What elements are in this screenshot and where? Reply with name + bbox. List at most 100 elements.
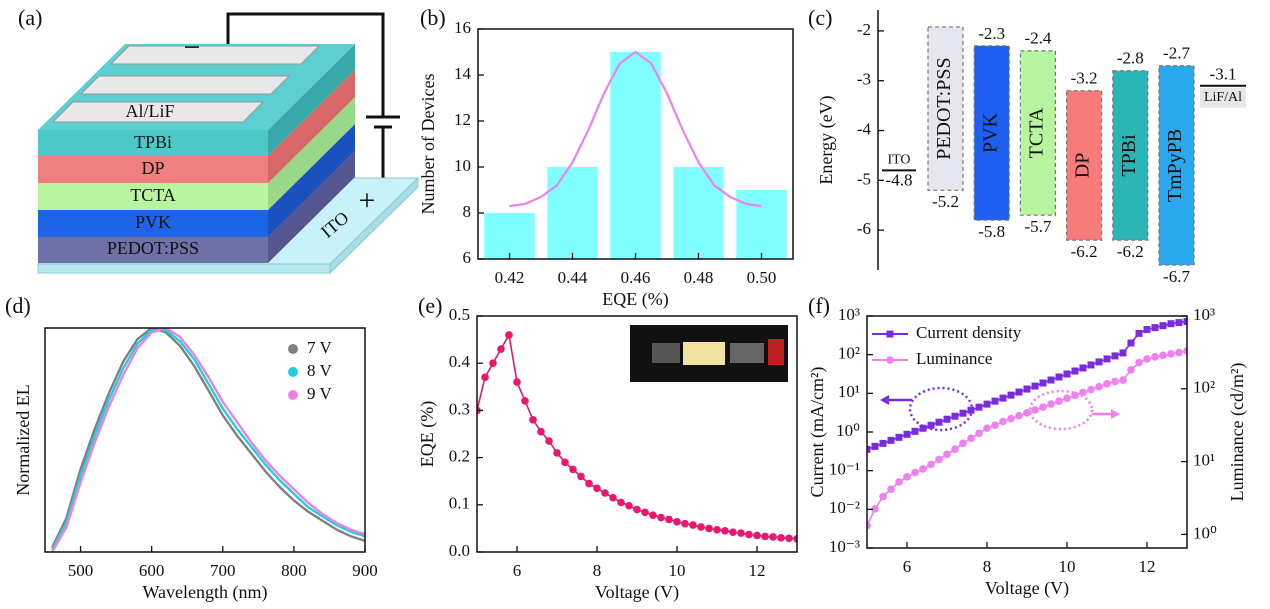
marker xyxy=(927,460,935,469)
chart-panel: (d) 500 600 700 800 900 Wavelength (nm) Normali… xyxy=(5,293,378,603)
marker xyxy=(1039,379,1047,387)
y-tick-label: 10⁻¹ xyxy=(829,460,860,479)
photo-detail xyxy=(768,339,784,365)
marker xyxy=(919,424,927,432)
x-tick-label: 0.46 xyxy=(621,268,651,287)
annotation-arrowhead xyxy=(880,395,889,405)
electrode-strip xyxy=(79,75,291,95)
y-tick-label: 14 xyxy=(454,64,472,83)
inset-photo xyxy=(630,325,788,382)
y-axis-title: Current (mA/cm²) xyxy=(807,367,828,498)
y-tick-label: -2 xyxy=(857,20,871,39)
marker xyxy=(879,439,887,447)
material-label: TCTA xyxy=(1025,107,1047,158)
marker xyxy=(649,511,657,519)
layer-front xyxy=(38,237,268,263)
marker xyxy=(673,517,681,526)
marker xyxy=(1023,385,1031,393)
y-tick-label: 10 xyxy=(454,156,471,175)
marker xyxy=(1055,397,1063,405)
wire xyxy=(226,12,385,116)
marker xyxy=(545,437,553,445)
marker xyxy=(943,450,951,459)
y-tick-label: 10³ xyxy=(838,305,860,324)
marker xyxy=(871,442,879,450)
x-tick-label: 6 xyxy=(513,561,522,580)
marker xyxy=(911,427,919,435)
marker xyxy=(1151,353,1159,361)
marker xyxy=(967,434,975,443)
lumo-label: -3.2 xyxy=(1071,69,1098,88)
x-tick-label: 700 xyxy=(210,561,236,580)
marker xyxy=(927,421,935,429)
anode-name: ITO xyxy=(887,153,910,168)
marker xyxy=(721,526,729,535)
marker xyxy=(585,479,593,488)
chart-panel: (e) 6 8 10 12 0.0 0.1 0.2 0.3 0.4 0.5 Voltage (V) EQ… xyxy=(417,293,798,603)
y2-axis-title: Luminance (cd/m²) xyxy=(1227,363,1248,502)
marker xyxy=(1087,385,1095,394)
x-tick-label: 600 xyxy=(139,561,165,580)
plot-frame xyxy=(476,315,798,553)
panel-label: (c) xyxy=(808,5,832,30)
marker xyxy=(497,345,505,353)
homo-label: -6.7 xyxy=(1163,267,1190,286)
homo-label: -6.2 xyxy=(1117,242,1144,261)
marker xyxy=(975,429,983,438)
x-axis-title: Voltage (V) xyxy=(595,582,679,603)
marker xyxy=(871,505,879,513)
photo-emission xyxy=(683,342,725,365)
marker xyxy=(1063,370,1071,378)
y-tick-label: 10⁻² xyxy=(829,498,860,517)
anode-value: -4.8 xyxy=(886,170,913,189)
marker xyxy=(1167,350,1175,358)
marker xyxy=(1079,364,1087,372)
x-axis-title: EQE (%) xyxy=(602,289,668,310)
cathode-sign: − xyxy=(184,31,201,64)
energy-box xyxy=(1065,90,1103,241)
marker xyxy=(887,485,895,494)
marker xyxy=(983,424,991,432)
marker xyxy=(1103,355,1111,363)
bar xyxy=(610,52,661,259)
layer-label: TPBi xyxy=(134,132,172,152)
marker xyxy=(1015,388,1023,396)
annotation-arrowhead xyxy=(1111,409,1120,419)
y-tick-label: 0.4 xyxy=(449,352,471,371)
marker xyxy=(601,489,609,497)
y-tick-label: -6 xyxy=(857,219,871,238)
marker xyxy=(999,394,1007,402)
layer-side xyxy=(268,44,355,156)
legend-label: 8 V xyxy=(307,361,332,380)
marker xyxy=(867,521,871,530)
marker xyxy=(1159,322,1167,330)
marker xyxy=(785,534,793,543)
marker xyxy=(879,492,887,501)
plot-area xyxy=(477,331,797,543)
marker xyxy=(975,403,983,411)
marker xyxy=(769,533,777,541)
cathode-value: -3.1 xyxy=(1210,65,1237,84)
chart-panel: (b) 0.42 0.44 0.46 0.48 0.50 6 8 10 12 14 16 EQE (%)… xyxy=(418,5,794,310)
marker xyxy=(729,528,737,536)
chart-panel: (f) 6 8 10 12 10⁻³ 10⁻² 10⁻¹ 10⁰ 10¹ 10² 10³ 10⁰ 10¹ 1… xyxy=(807,293,1248,599)
legend-marker xyxy=(288,390,298,400)
homo-label: -5.8 xyxy=(978,222,1005,241)
layer-label: PVK xyxy=(135,212,171,232)
x-tick-label: 0.50 xyxy=(747,268,777,287)
x-tick-label: 8 xyxy=(593,561,602,580)
marker xyxy=(867,445,871,453)
layer-label: Al/LiF xyxy=(125,101,174,121)
material-label: PVK xyxy=(979,112,1001,153)
legend-label: Current density xyxy=(916,323,1022,342)
marker xyxy=(665,515,673,524)
x-tick-label: 900 xyxy=(352,561,378,580)
marker xyxy=(1183,347,1187,355)
marker xyxy=(1031,406,1039,414)
legend-label: 7 V xyxy=(307,338,332,357)
marker xyxy=(1143,326,1151,334)
marker xyxy=(1071,367,1079,375)
energy-box xyxy=(1112,70,1149,241)
energy-box xyxy=(1019,50,1057,216)
annotation-ellipse xyxy=(908,386,974,432)
